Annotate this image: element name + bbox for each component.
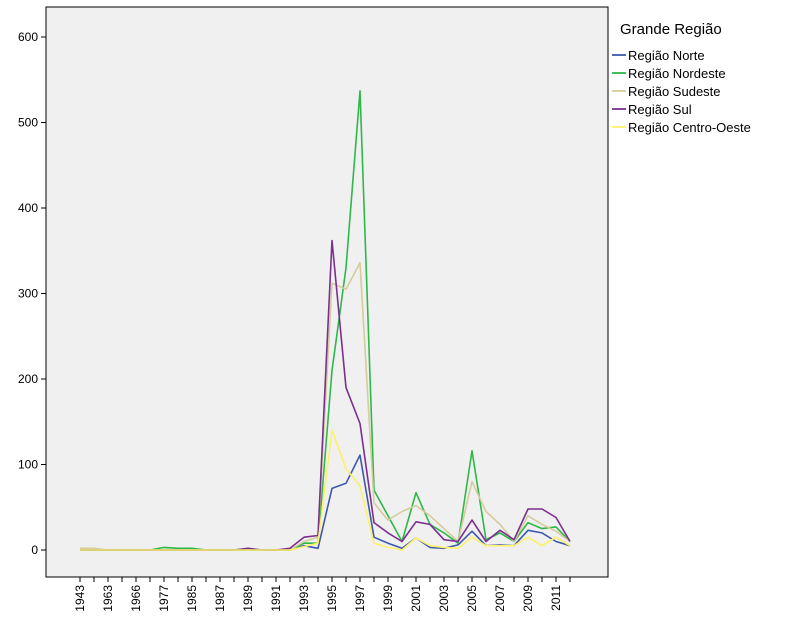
y-tick-label: 100 — [18, 458, 38, 472]
x-tick-label: 1966 — [129, 585, 143, 612]
legend-item-label: Região Norte — [628, 48, 705, 63]
legend-item-label: Região Nordeste — [628, 66, 726, 81]
legend-item-label: Região Sudeste — [628, 84, 721, 99]
y-tick-label: 500 — [18, 116, 38, 130]
x-tick-label: 1987 — [213, 585, 227, 612]
x-tick-label: 1997 — [353, 585, 367, 612]
x-axis: 1943 1963 1966 1977 1985 1987 1989 1991 1993 1995… — [73, 577, 571, 612]
legend: Grande Região Região Norte Região Nordest… — [612, 21, 751, 135]
x-tick-label: 1977 — [157, 585, 171, 612]
x-tick-label: 1989 — [241, 585, 255, 612]
plot-area — [45, 6, 609, 578]
x-tick-label: 1943 — [73, 585, 87, 612]
x-tick-label: 1995 — [325, 585, 339, 612]
series-line — [80, 429, 571, 551]
x-tick-label: 2009 — [521, 585, 535, 612]
legend-item-label: Região Centro-Oeste — [628, 120, 751, 135]
y-tick-label: 300 — [18, 287, 38, 301]
x-tick-label: 2011 — [549, 585, 563, 611]
y-tick-label: 200 — [18, 372, 38, 386]
legend-title: Grande Região — [620, 21, 722, 38]
x-tick-label: 2005 — [465, 585, 479, 612]
legend-item-label: Região Sul — [628, 102, 692, 117]
x-tick-label: 1985 — [185, 585, 199, 612]
series-line — [80, 90, 571, 551]
y-tick-label: 600 — [18, 30, 38, 44]
x-tick-label: 2007 — [493, 585, 507, 612]
x-tick-label: 1963 — [101, 585, 115, 612]
x-tick-label: 2003 — [437, 585, 451, 612]
x-tick-label: 1993 — [297, 585, 311, 612]
x-tick-label: 1991 — [269, 585, 283, 612]
x-tick-label: 2001 — [409, 585, 423, 612]
x-tick-label: 1999 — [381, 585, 395, 612]
series-lines — [80, 90, 571, 551]
y-tick-label: 400 — [18, 201, 38, 215]
y-tick-label: 0 — [31, 543, 38, 557]
y-axis: 0 100 200 300 400 500 600 — [18, 30, 46, 557]
